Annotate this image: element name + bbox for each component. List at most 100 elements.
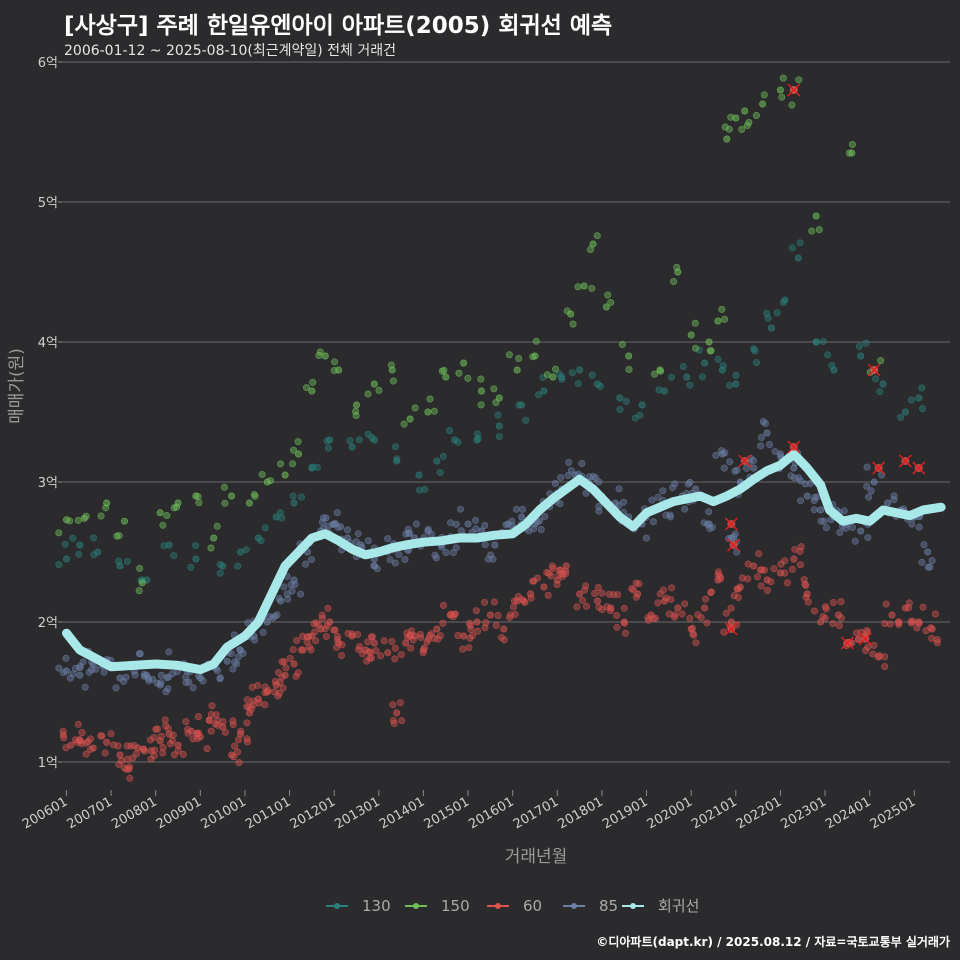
data-point-85 <box>700 519 708 527</box>
data-point-60 <box>607 607 615 615</box>
data-point-85 <box>164 685 172 693</box>
data-point-60 <box>174 747 182 755</box>
data-point-60 <box>115 760 123 768</box>
data-point-60 <box>755 550 763 558</box>
data-point-130 <box>433 457 441 465</box>
data-point-60 <box>203 745 211 753</box>
data-point-130 <box>796 239 804 247</box>
data-point-60 <box>62 744 70 752</box>
data-point-60 <box>509 603 517 611</box>
data-point-60 <box>754 573 762 581</box>
data-point-85 <box>442 548 450 556</box>
data-point-60 <box>123 765 131 773</box>
data-point-60 <box>919 603 927 611</box>
data-point-60 <box>235 759 243 767</box>
data-point-150 <box>515 355 523 363</box>
data-point-150 <box>440 366 448 374</box>
data-point-60 <box>159 749 167 757</box>
data-point-130 <box>348 443 356 451</box>
data-point-150 <box>426 395 434 403</box>
data-point-60 <box>734 594 742 602</box>
data-point-130 <box>415 471 423 479</box>
data-point-85 <box>757 442 765 450</box>
data-point-150 <box>430 407 438 415</box>
data-point-150 <box>738 125 746 133</box>
data-point-60 <box>416 630 424 638</box>
x-tick-label: 201201 <box>288 794 338 832</box>
data-point-150 <box>375 386 383 394</box>
data-point-130 <box>216 560 224 568</box>
data-point-130 <box>61 540 69 548</box>
data-point-60 <box>688 624 696 632</box>
data-point-85 <box>149 675 157 683</box>
data-point-60 <box>591 589 599 597</box>
data-point-60 <box>323 621 331 629</box>
data-point-85 <box>564 471 572 479</box>
data-point-60 <box>354 630 362 638</box>
data-point-85 <box>717 447 725 455</box>
data-point-150 <box>593 232 601 240</box>
data-point-60 <box>194 734 202 742</box>
data-point-60 <box>344 629 352 637</box>
data-point-60 <box>482 619 490 627</box>
data-point-60 <box>406 632 414 640</box>
data-point-60 <box>668 584 676 592</box>
data-point-85 <box>472 525 480 533</box>
data-point-60 <box>707 588 715 596</box>
data-point-60 <box>473 618 481 626</box>
data-point-85 <box>79 658 87 666</box>
data-point-85 <box>726 458 734 466</box>
data-point-130 <box>719 362 727 370</box>
data-point-60 <box>511 610 519 618</box>
data-point-60 <box>230 753 238 761</box>
data-point-60 <box>324 604 332 612</box>
data-point-60 <box>314 621 322 629</box>
data-point-150 <box>580 282 588 290</box>
data-point-60 <box>248 683 256 691</box>
data-point-130 <box>474 434 482 442</box>
data-point-85 <box>567 467 575 475</box>
data-point-150 <box>442 373 450 381</box>
data-point-60 <box>276 678 284 686</box>
data-point-130 <box>454 438 462 446</box>
y-tick-label: 1억 <box>38 756 58 771</box>
data-point-150 <box>258 470 266 478</box>
data-point-60 <box>513 597 521 605</box>
data-point-150 <box>163 512 171 520</box>
data-point-130 <box>794 254 802 262</box>
data-point-85 <box>654 493 662 501</box>
data-point-60 <box>393 709 401 717</box>
data-point-60 <box>888 611 896 619</box>
data-point-85 <box>337 523 345 531</box>
data-point-130 <box>370 436 378 444</box>
data-point-60 <box>365 648 373 656</box>
data-point-85 <box>76 664 84 672</box>
data-point-150 <box>277 460 285 468</box>
data-point-130 <box>187 563 195 571</box>
data-point-150 <box>670 278 678 286</box>
data-point-85 <box>666 511 674 519</box>
data-point-130 <box>75 550 83 558</box>
y-axis-title: 매매가(원) <box>7 348 27 424</box>
data-point-60 <box>127 742 135 750</box>
data-point-130 <box>55 561 63 569</box>
data-point-60 <box>767 578 775 586</box>
data-point-150 <box>625 365 633 373</box>
data-point-130 <box>276 509 284 517</box>
data-point-60 <box>152 725 160 733</box>
data-point-150 <box>315 351 323 359</box>
data-point-60 <box>895 618 903 626</box>
data-point-60 <box>686 614 694 622</box>
x-tick-label: 202201 <box>734 794 784 832</box>
data-point-60 <box>213 716 221 724</box>
data-point-130 <box>261 524 269 532</box>
data-point-85 <box>288 587 296 595</box>
data-point-85 <box>354 530 362 538</box>
data-point-130 <box>901 408 909 416</box>
data-point-60 <box>481 624 489 632</box>
data-point-85 <box>165 648 173 656</box>
data-point-130 <box>522 416 530 424</box>
data-point-85 <box>659 487 667 495</box>
data-point-150 <box>651 370 659 378</box>
data-point-60 <box>182 718 190 726</box>
